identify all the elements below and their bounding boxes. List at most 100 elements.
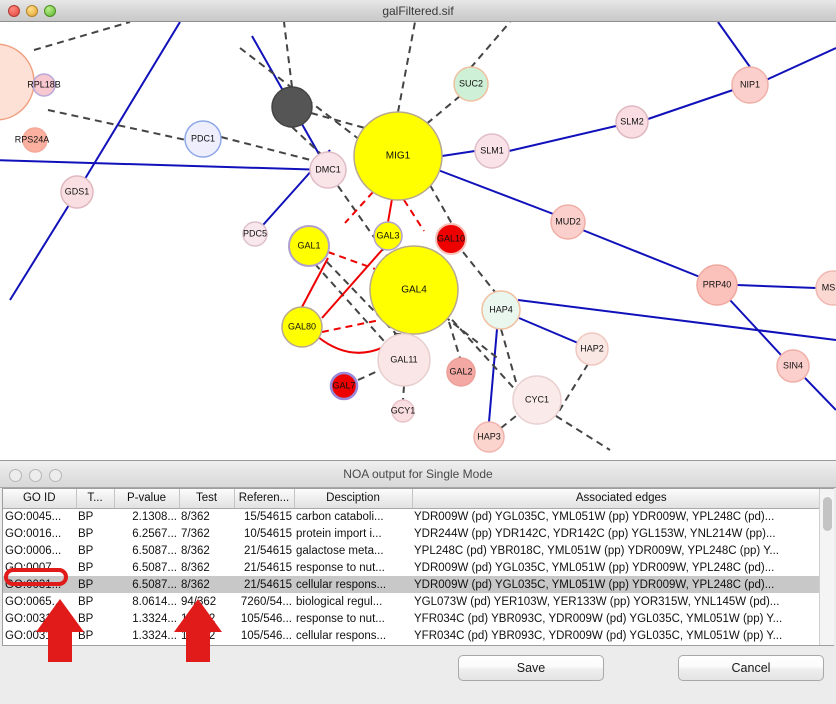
noa-panel-title: NOA output for Single Mode xyxy=(343,467,493,481)
node-label: HAP3 xyxy=(477,431,501,441)
node-hap3[interactable] xyxy=(473,421,505,453)
node-nip1[interactable] xyxy=(731,66,769,104)
cell-description: regulation of bi... xyxy=(294,644,412,645)
window-controls[interactable] xyxy=(8,5,56,17)
save-button[interactable]: Save xyxy=(458,655,604,681)
nodes-layer[interactable]: RPL18B RPS24A GDS1 PDC1 PDC5 DMC1 SUC2 M… xyxy=(0,43,836,453)
results-table-container[interactable]: GO ID T... P-value Test Referen... Desci… xyxy=(2,488,834,646)
node-mud2[interactable] xyxy=(550,204,586,240)
node-gal10[interactable] xyxy=(435,223,467,255)
close-icon[interactable] xyxy=(9,469,22,482)
node-gal1[interactable] xyxy=(288,225,330,267)
node-sin4[interactable] xyxy=(776,349,810,383)
cell-go-id: GO:0031... xyxy=(5,612,62,625)
cell-test: 7/362 xyxy=(181,527,210,540)
column-header-p-value[interactable]: P-value xyxy=(114,489,180,509)
cell-associated-edges: YFR034C (pd) YBR093C, YDR009W (pd) YGL03… xyxy=(414,612,783,625)
node-label: MUD2 xyxy=(555,216,581,226)
minimize-icon[interactable] xyxy=(29,469,42,482)
scrollbar-thumb[interactable] xyxy=(823,497,832,531)
cell-associated-edges: YFR034C (pd) YBR093C, YDR009W (pd) YGL03… xyxy=(414,629,783,642)
table-vertical-scrollbar[interactable] xyxy=(819,489,834,645)
cell-type: BP xyxy=(78,561,94,574)
column-header-test[interactable]: Test xyxy=(179,489,235,509)
cell-description: biological regul... xyxy=(296,595,383,608)
cell-go-id: GO:0065... xyxy=(5,595,62,608)
node-pdc5[interactable] xyxy=(242,221,268,247)
cell-test: 8/362 xyxy=(181,544,210,557)
node-suc2[interactable] xyxy=(453,66,489,102)
node-label: SLM1 xyxy=(480,145,504,155)
cell-p-value: 6.2567... xyxy=(132,527,177,540)
cell-go-id: GO:0050... xyxy=(3,644,76,645)
zoom-icon[interactable] xyxy=(44,5,56,17)
table-row[interactable]: GO:0045... BP 2.1308... 8/362 15/54615 c… xyxy=(3,508,831,525)
table-row[interactable]: GO:0065... BP 8.0614... 94/362 7260/54..… xyxy=(3,593,831,610)
node-pdc1[interactable] xyxy=(184,120,222,158)
cell-go-id: GO:0031... xyxy=(3,576,76,593)
column-header-description[interactable]: Desciption xyxy=(294,489,413,509)
cell-associated-edges: YDR009W (pd) YGL035C, YML051W (pp) YDR00… xyxy=(414,510,775,523)
node-label: GAL1 xyxy=(297,240,320,250)
table-row[interactable]: GO:0016... BP 6.2567... 7/362 10/54615 p… xyxy=(3,525,831,542)
cell-p-value: 1.3324... xyxy=(132,612,177,625)
node-unlabeled-dark[interactable] xyxy=(271,86,313,128)
node-label: MIG1 xyxy=(386,151,411,162)
table-row[interactable]: GO:0031... BP 1.3324... 11/362 105/546..… xyxy=(3,610,831,627)
table-row[interactable]: GO:0050... BP 1.428E... 80/362 5778/54..… xyxy=(3,644,831,645)
node-hap2[interactable] xyxy=(575,332,609,366)
node-prp40[interactable] xyxy=(696,264,738,306)
node-gal2[interactable] xyxy=(446,357,476,387)
node-slm1[interactable] xyxy=(474,133,510,169)
window-titlebar: galFiltered.sif xyxy=(0,0,836,22)
node-gal7[interactable] xyxy=(329,371,359,401)
minimize-icon[interactable] xyxy=(26,5,38,17)
column-header-associated-edges[interactable]: Associated edges xyxy=(412,489,831,509)
network-canvas[interactable]: RPL18B RPS24A GDS1 PDC1 PDC5 DMC1 SUC2 M… xyxy=(0,22,836,460)
cell-p-value: 1.428E... xyxy=(114,644,179,645)
close-icon[interactable] xyxy=(8,5,20,17)
noa-window-controls[interactable] xyxy=(9,469,62,482)
table-row-selected[interactable]: GO:0031... BP 6.5087... 8/362 21/54615 c… xyxy=(3,576,831,593)
cell-reference: 21/54615 xyxy=(244,561,292,574)
node-gal80[interactable] xyxy=(281,306,323,348)
table-row[interactable]: GO:0031... BP 1.3324... 11/362 105/546..… xyxy=(3,627,831,644)
cell-p-value: 6.5087... xyxy=(132,561,177,574)
column-header-go-id[interactable]: GO ID xyxy=(3,489,77,509)
node-dmc1[interactable] xyxy=(309,151,347,189)
node-rps24a[interactable] xyxy=(22,127,48,153)
window-title: galFiltered.sif xyxy=(382,4,454,18)
node-cyc1[interactable] xyxy=(512,375,562,425)
column-header-reference[interactable]: Referen... xyxy=(234,489,295,509)
table-row[interactable]: GO:0006... BP 6.5087... 8/362 21/54615 g… xyxy=(3,542,831,559)
node-gcy1[interactable] xyxy=(391,399,415,423)
node-label: SLM2 xyxy=(620,116,644,126)
cell-description: response to nut... xyxy=(296,612,385,625)
node-gds1[interactable] xyxy=(60,175,94,209)
network-graph[interactable]: RPL18B RPS24A GDS1 PDC1 PDC5 DMC1 SUC2 M… xyxy=(0,22,836,460)
node-mig1[interactable] xyxy=(353,111,443,201)
node-label: GAL11 xyxy=(390,354,417,364)
cell-type: BP xyxy=(78,527,94,540)
cell-reference: 21/54615 xyxy=(244,544,292,557)
cell-go-id: GO:0006... xyxy=(5,544,62,557)
node-gal11[interactable] xyxy=(377,333,431,387)
cell-description: galactose meta... xyxy=(296,544,384,557)
node-rpl18b[interactable] xyxy=(32,73,56,97)
cell-description: carbon cataboli... xyxy=(296,510,384,523)
node-label: GCY1 xyxy=(391,405,416,415)
node-msl[interactable] xyxy=(815,270,836,306)
column-header-type[interactable]: T... xyxy=(76,489,115,509)
cell-go-id: GO:0045... xyxy=(5,510,62,523)
table-row[interactable]: GO:0007... BP 6.5087... 8/362 21/54615 r… xyxy=(3,559,831,576)
cell-reference: 5778/54... xyxy=(234,644,294,645)
node-label: SUC2 xyxy=(459,78,483,88)
results-table[interactable]: GO ID T... P-value Test Referen... Desci… xyxy=(3,489,831,645)
node-gal4[interactable] xyxy=(369,245,459,335)
node-hap4[interactable] xyxy=(481,290,521,330)
zoom-icon[interactable] xyxy=(49,469,62,482)
cancel-button[interactable]: Cancel xyxy=(678,655,824,681)
node-slm2[interactable] xyxy=(615,105,649,139)
node-gal3[interactable] xyxy=(373,221,403,251)
node-label: GAL7 xyxy=(332,380,355,390)
